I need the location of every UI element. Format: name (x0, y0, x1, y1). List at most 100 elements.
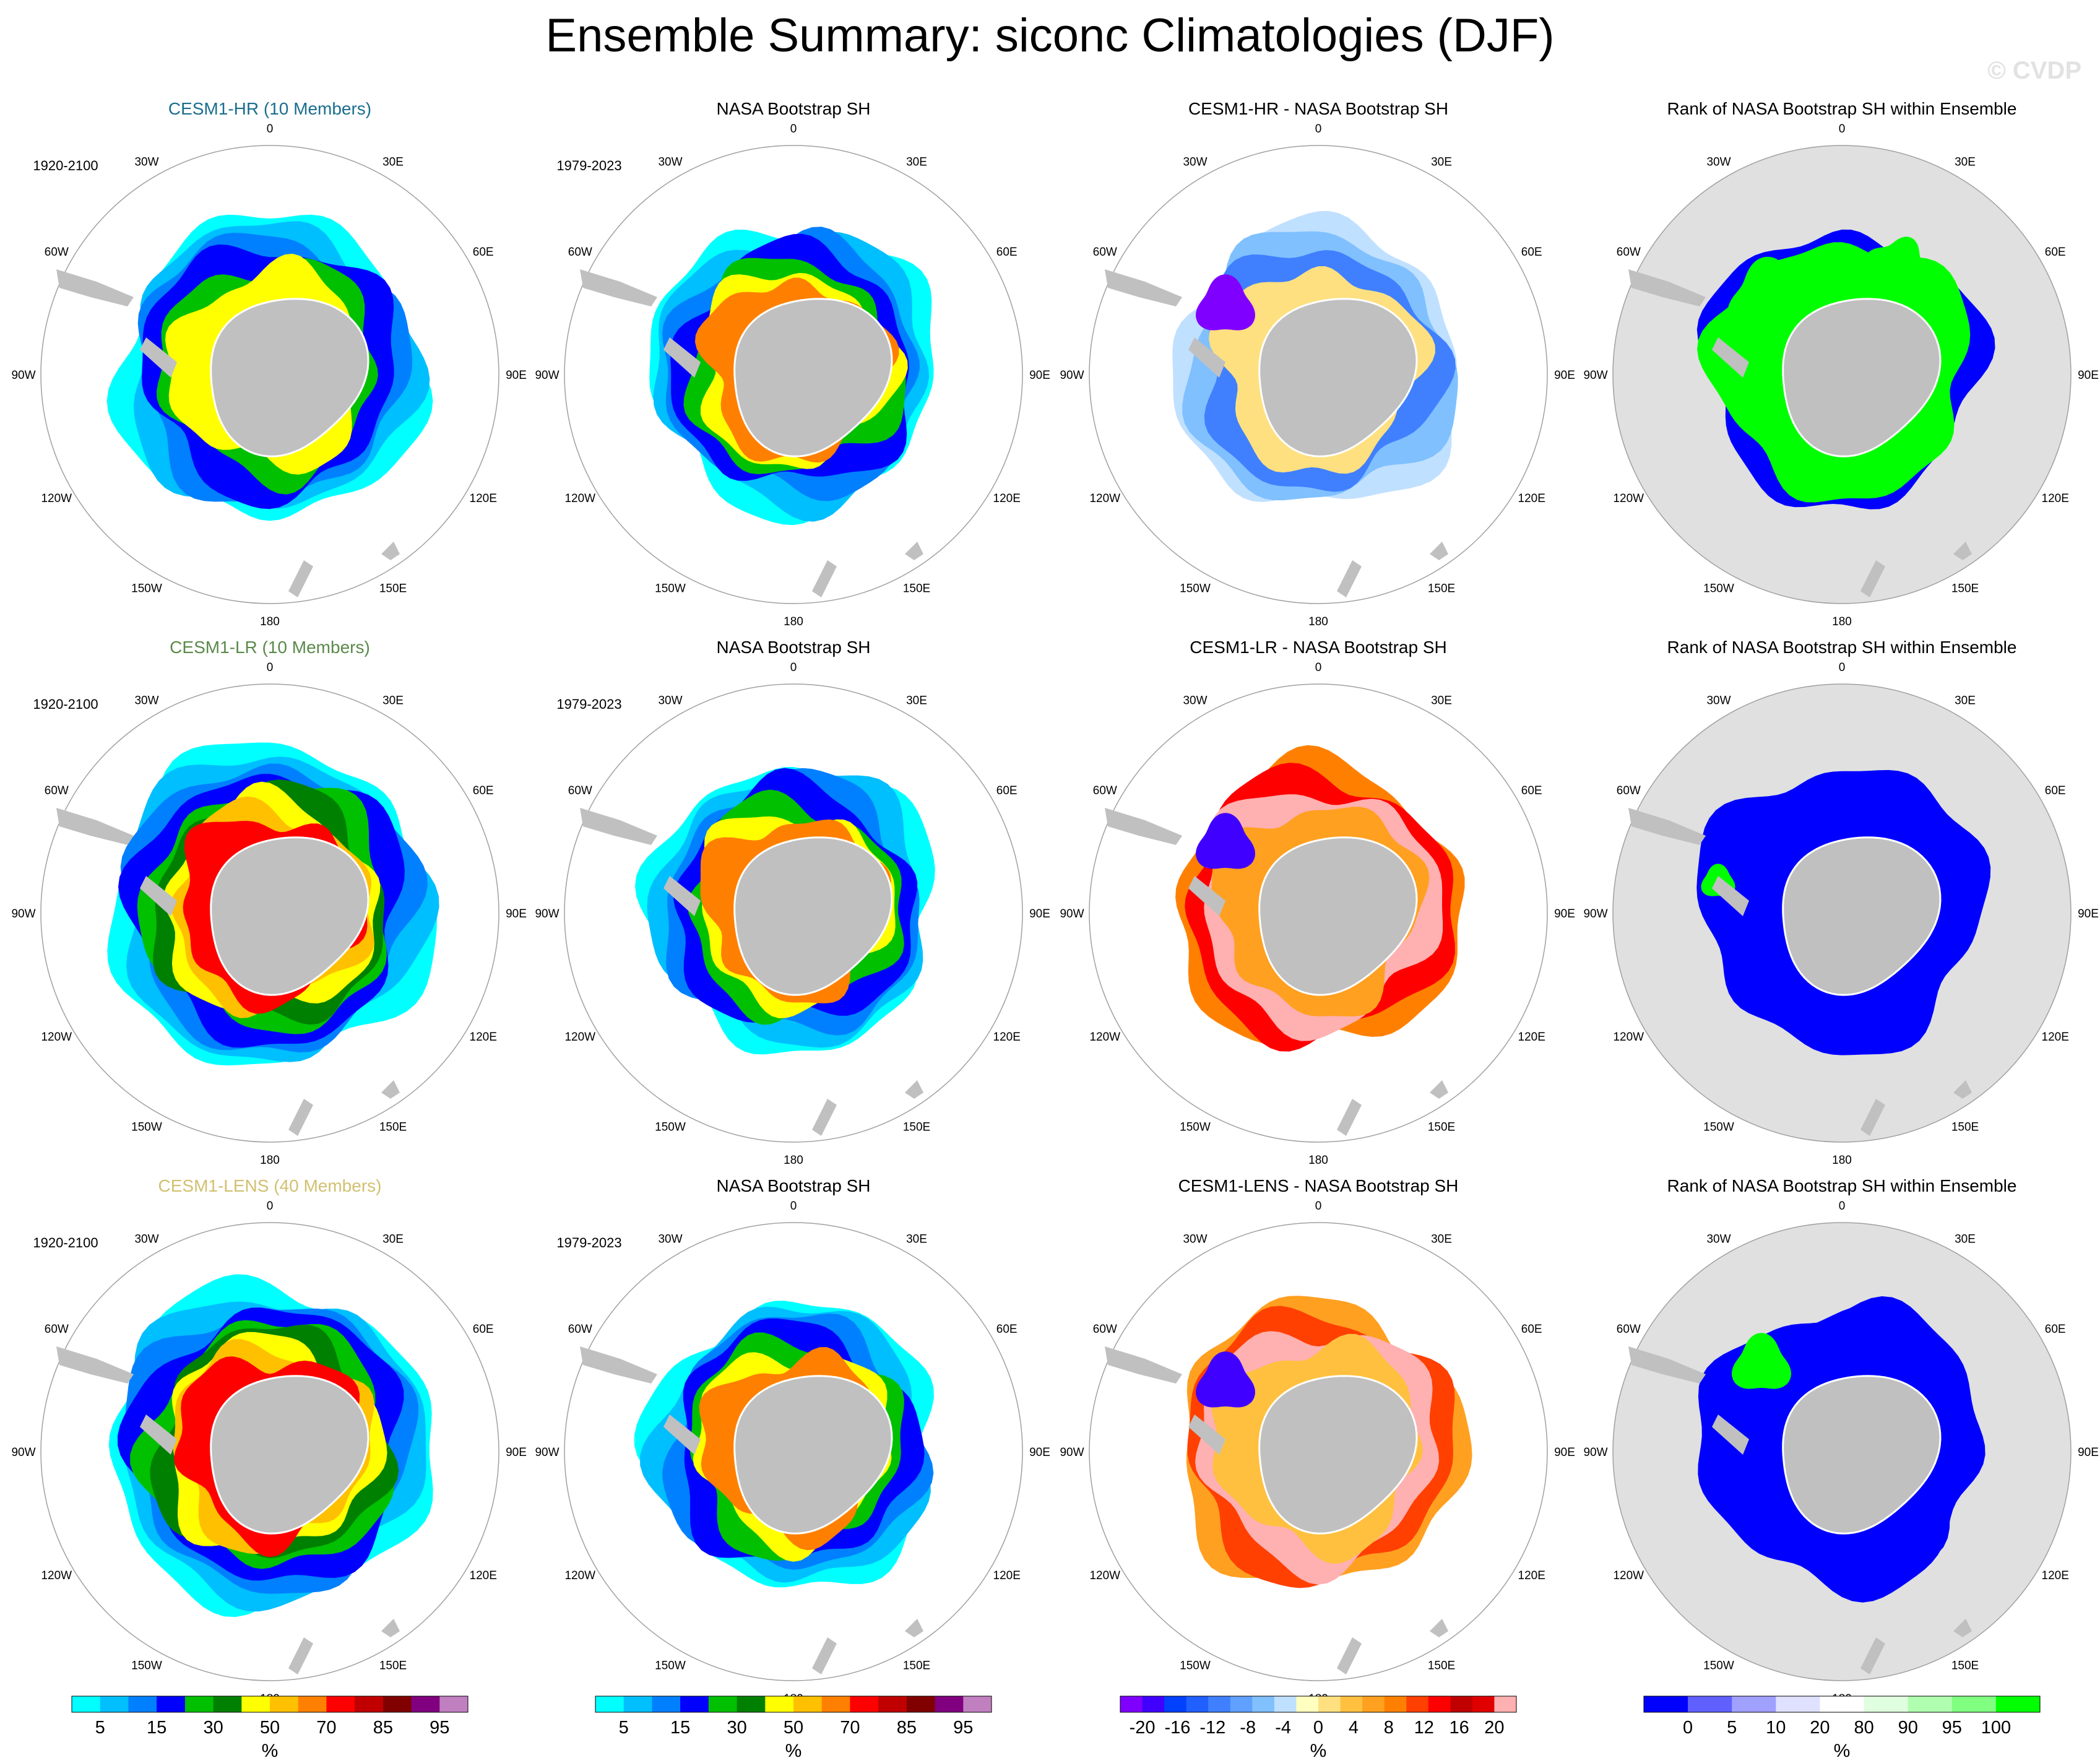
longitude-label: 120W (1089, 1031, 1120, 1044)
colorbar-tick: 10 (1766, 1718, 1786, 1738)
longitude-label: 60W (568, 784, 592, 797)
antarctica-land (1258, 836, 1418, 996)
colorbar-swatch (213, 1696, 242, 1712)
longitude-label: 180 (260, 1154, 280, 1167)
antarctic-peninsula (663, 337, 701, 378)
longitude-label: 30W (1183, 694, 1207, 707)
colorbar-tick: 4 (1349, 1718, 1359, 1738)
longitude-label: 60W (1093, 246, 1117, 259)
antarctic-peninsula (140, 337, 177, 378)
colorbar-swatch (1472, 1696, 1495, 1712)
colorbar-unit: % (785, 1741, 802, 1761)
south-america-land (1628, 269, 1706, 306)
colorbar-swatch (382, 1696, 412, 1712)
colorbar-tick: -20 (1130, 1718, 1156, 1738)
colorbar-tick: 100 (1981, 1718, 2011, 1738)
longitude-label: 60E (996, 784, 1018, 797)
longitude-label: 60E (473, 1323, 494, 1336)
colorbar-swatch (1186, 1696, 1209, 1712)
longitude-label: 150E (379, 583, 407, 596)
antarctic-peninsula (140, 1414, 177, 1455)
colorbar-swatch (1450, 1696, 1473, 1712)
panel-title: CESM1-HR (10 Members) (168, 99, 371, 118)
longitude-label: 150W (1703, 583, 1734, 596)
colorbar-tick: -8 (1240, 1718, 1256, 1738)
colorbar-swatch (850, 1696, 879, 1712)
new-zealand-land (288, 560, 313, 597)
longitude-label: 120W (41, 1031, 72, 1044)
longitude-label: 30E (382, 694, 404, 707)
colorbar-tick: 95 (1942, 1718, 1962, 1738)
south-america-land (56, 1346, 134, 1384)
longitude-label: 90W (11, 369, 35, 382)
longitude-label: 60W (1617, 784, 1641, 797)
tasmania-land (1953, 542, 1972, 560)
colorbar-swatch (1230, 1696, 1253, 1712)
panel-title: CESM1-LENS (40 Members) (158, 1176, 382, 1195)
longitude-label: 30W (1183, 1232, 1207, 1245)
colorbar-swatch (878, 1696, 907, 1712)
map-panel: CESM1-LENS (40 Members) 1920-2100 0 30E 60E 9… (11, 1176, 526, 1705)
longitude-label: 30W (658, 155, 682, 168)
longitude-label: 30W (1706, 694, 1731, 707)
south-america-land (56, 808, 134, 845)
colorbar-tick: 50 (260, 1718, 280, 1738)
tasmania-land (905, 542, 923, 560)
map-panel: NASA Bootstrap SH 1979-2023 0 30E 60E 90E 120E… (535, 638, 1050, 1167)
south-america-land (1628, 808, 1706, 845)
antarctica-land (733, 298, 893, 457)
antarctic-peninsula (663, 876, 701, 916)
colorbar-swatch (1644, 1696, 1688, 1712)
antarctica-land (210, 836, 369, 996)
longitude-label: 120E (993, 492, 1021, 505)
antarctic-peninsula (140, 876, 177, 916)
longitude-label: 180 (1832, 615, 1852, 628)
panel-title: Rank of NASA Bootstrap SH within Ensembl… (1667, 1176, 2017, 1195)
longitude-label: 150W (1703, 1660, 1734, 1673)
longitude-label: 90W (11, 907, 35, 920)
longitude-label: 150W (1180, 583, 1211, 596)
rank-patch (1737, 381, 1799, 443)
longitude-label: 150W (131, 583, 162, 596)
rank-patch (1727, 256, 1808, 332)
longitude-label: 60E (1521, 784, 1542, 797)
longitude-label: 90W (1060, 907, 1084, 920)
diff-patch (1196, 1351, 1255, 1408)
map-panel: Rank of NASA Bootstrap SH within Ensembl… (1583, 1176, 2098, 1705)
longitude-label: 0 (267, 123, 274, 136)
longitude-label: 120E (470, 1569, 497, 1582)
colorbar-unit: % (1834, 1741, 1851, 1761)
longitude-label: 90W (535, 369, 559, 382)
longitude-label: 90E (506, 1446, 527, 1459)
longitude-label: 90E (1029, 1446, 1050, 1459)
rank-patch (1732, 1333, 1791, 1389)
south-america-land (580, 808, 657, 845)
longitude-label: 30E (1955, 1232, 1976, 1245)
longitude-label: 60E (1521, 1323, 1542, 1336)
antarctic-peninsula (1188, 1414, 1225, 1455)
tasmania-land (381, 542, 400, 560)
longitude-label: 150E (903, 583, 930, 596)
longitude-label: 120E (470, 492, 497, 505)
antarctica-land (733, 836, 893, 996)
longitude-label: 90E (1554, 1446, 1575, 1459)
colorbar-swatch (1318, 1696, 1341, 1712)
colorbar-tick: 5 (619, 1718, 629, 1738)
colorbar-swatch (1252, 1696, 1275, 1712)
longitude-label: 60W (45, 784, 69, 797)
longitude-label: 150W (655, 583, 686, 596)
longitude-label: 0 (1839, 123, 1846, 136)
longitude-label: 150E (1951, 583, 1979, 596)
longitude-label: 0 (1315, 661, 1322, 674)
longitude-label: 90E (2078, 1446, 2099, 1459)
tasmania-land (905, 1619, 923, 1637)
longitude-label: 60W (1617, 246, 1641, 259)
longitude-label: 120E (993, 1569, 1021, 1582)
colorbar-swatch (1384, 1696, 1407, 1712)
antarctica-land (1258, 298, 1418, 457)
longitude-label: 150W (131, 1660, 162, 1673)
south-america-land (580, 1346, 657, 1384)
longitude-label: 180 (260, 615, 280, 628)
longitude-label: 150W (1703, 1121, 1734, 1134)
